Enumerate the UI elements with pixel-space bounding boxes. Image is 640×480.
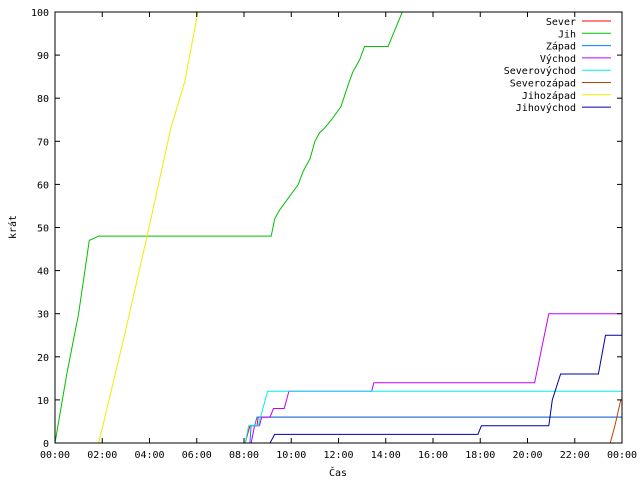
- y-tick-label: 80: [37, 94, 49, 105]
- x-tick-label: 08:00: [229, 450, 259, 461]
- y-tick-label: 70: [37, 137, 49, 148]
- legend-label: Západ: [546, 41, 576, 53]
- x-tick-label: 04:00: [134, 450, 164, 461]
- legend: SeverJihZápadVýchodSeverovýchodSeverozáp…: [504, 17, 611, 114]
- legend-label: Severozápad: [510, 78, 576, 90]
- y-axis-label: krát: [7, 215, 19, 239]
- y-tick-label: 60: [37, 180, 49, 191]
- y-tick-label: 50: [37, 224, 49, 235]
- x-tick-label: 12:00: [323, 450, 353, 461]
- y-axis: 0 10 20 30 40 50 60 70 80 90 100: [31, 8, 622, 450]
- legend-label: Jihozápad: [522, 90, 576, 102]
- x-axis-label: Čas: [329, 466, 347, 479]
- series-line-2: [54, 11, 403, 444]
- x-tick-label: 16:00: [418, 450, 448, 461]
- y-tick-label: 100: [31, 8, 49, 19]
- series-line-4: [250, 313, 622, 444]
- x-tick-label: 06:00: [182, 450, 212, 461]
- series-line-7: [98, 11, 199, 444]
- series-line-8: [269, 334, 622, 444]
- x-tick-label: 02:00: [87, 450, 117, 461]
- y-tick-label: 10: [37, 396, 49, 407]
- legend-label: Jihovýchod: [516, 102, 576, 114]
- legend-label: Východ: [540, 53, 576, 65]
- y-tick-label: 40: [37, 267, 49, 278]
- y-tick-label: 30: [37, 310, 49, 321]
- legend-label: Severovýchod: [504, 65, 576, 77]
- x-tick-label: 00:00: [607, 450, 637, 461]
- series-line-5: [244, 390, 622, 444]
- x-tick-label: 20:00: [512, 450, 542, 461]
- x-tick-label: 18:00: [465, 450, 495, 461]
- y-tick-label: 20: [37, 353, 49, 364]
- x-axis: 00:00 02:00 04:00 06:00 08:00 10:00 12:00 14:00…: [40, 12, 637, 461]
- legend-label: Jih: [558, 29, 576, 40]
- x-tick-label: 00:00: [40, 450, 70, 461]
- legend-label: Sever: [546, 17, 576, 28]
- x-tick-label: 14:00: [371, 450, 401, 461]
- x-tick-label: 10:00: [276, 450, 306, 461]
- y-tick-label: 0: [43, 439, 49, 450]
- x-tick-label: 22:00: [560, 450, 590, 461]
- y-tick-label: 90: [37, 51, 49, 62]
